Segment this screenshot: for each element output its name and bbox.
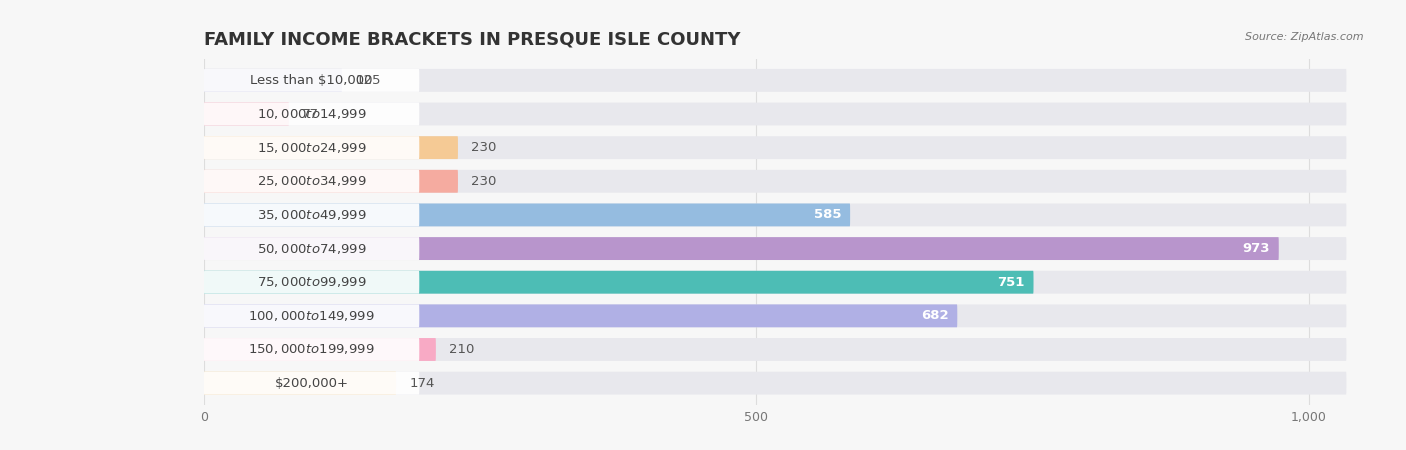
FancyBboxPatch shape [204, 103, 290, 126]
Text: $10,000 to $14,999: $10,000 to $14,999 [257, 107, 367, 121]
FancyBboxPatch shape [204, 170, 458, 193]
Text: 682: 682 [921, 309, 949, 322]
Text: 230: 230 [471, 175, 496, 188]
FancyBboxPatch shape [204, 103, 419, 126]
FancyBboxPatch shape [204, 338, 1347, 361]
FancyBboxPatch shape [204, 237, 1347, 260]
FancyBboxPatch shape [204, 69, 419, 92]
FancyBboxPatch shape [204, 203, 851, 226]
FancyBboxPatch shape [204, 136, 458, 159]
FancyBboxPatch shape [204, 304, 419, 327]
FancyBboxPatch shape [204, 271, 419, 294]
Text: 77: 77 [302, 108, 319, 121]
FancyBboxPatch shape [204, 170, 419, 193]
Text: $50,000 to $74,999: $50,000 to $74,999 [257, 242, 367, 256]
Text: 125: 125 [356, 74, 381, 87]
Text: $150,000 to $199,999: $150,000 to $199,999 [249, 342, 375, 356]
Text: 210: 210 [449, 343, 474, 356]
FancyBboxPatch shape [204, 136, 419, 159]
FancyBboxPatch shape [204, 271, 1033, 294]
FancyBboxPatch shape [204, 372, 396, 395]
FancyBboxPatch shape [204, 372, 419, 395]
Text: 174: 174 [409, 377, 434, 390]
Text: $35,000 to $49,999: $35,000 to $49,999 [257, 208, 367, 222]
FancyBboxPatch shape [204, 170, 1347, 193]
FancyBboxPatch shape [204, 203, 1347, 226]
Text: 230: 230 [471, 141, 496, 154]
Text: $200,000+: $200,000+ [274, 377, 349, 390]
FancyBboxPatch shape [204, 372, 1347, 395]
FancyBboxPatch shape [204, 237, 419, 260]
Text: $75,000 to $99,999: $75,000 to $99,999 [257, 275, 367, 289]
Text: Source: ZipAtlas.com: Source: ZipAtlas.com [1246, 32, 1364, 41]
Text: Less than $10,000: Less than $10,000 [250, 74, 373, 87]
Text: FAMILY INCOME BRACKETS IN PRESQUE ISLE COUNTY: FAMILY INCOME BRACKETS IN PRESQUE ISLE C… [204, 31, 741, 49]
FancyBboxPatch shape [204, 69, 1347, 92]
Text: $15,000 to $24,999: $15,000 to $24,999 [257, 141, 367, 155]
Text: $100,000 to $149,999: $100,000 to $149,999 [249, 309, 375, 323]
FancyBboxPatch shape [204, 338, 419, 361]
FancyBboxPatch shape [204, 237, 1279, 260]
FancyBboxPatch shape [204, 271, 1347, 294]
FancyBboxPatch shape [204, 69, 342, 92]
FancyBboxPatch shape [204, 103, 1347, 126]
Text: 585: 585 [814, 208, 841, 221]
FancyBboxPatch shape [204, 338, 436, 361]
FancyBboxPatch shape [204, 304, 957, 327]
Text: $25,000 to $34,999: $25,000 to $34,999 [257, 174, 367, 188]
FancyBboxPatch shape [204, 136, 1347, 159]
Text: 751: 751 [997, 276, 1025, 289]
Text: 973: 973 [1243, 242, 1270, 255]
FancyBboxPatch shape [204, 203, 419, 226]
FancyBboxPatch shape [204, 304, 1347, 327]
